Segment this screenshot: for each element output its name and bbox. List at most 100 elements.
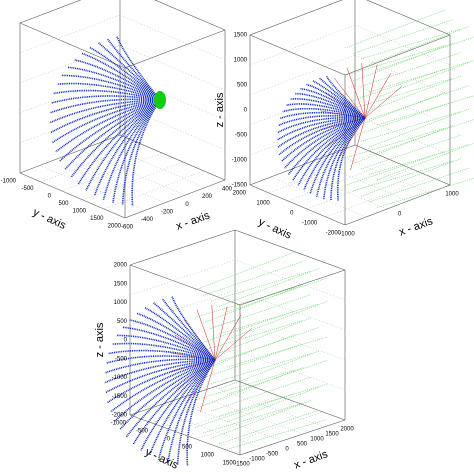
blue-curve (171, 295, 216, 361)
x-tick-label: 2000 (340, 427, 354, 433)
grid-line (99, 142, 206, 188)
green-line (360, 111, 462, 142)
y-tick-label: -500 (136, 429, 149, 435)
blue-curve (49, 99, 161, 124)
y-tick-label: -2000 (326, 231, 342, 237)
box-edge (154, 0, 226, 31)
z-tick-label: -2000 (112, 413, 128, 419)
z-tick-label: 1000 (234, 58, 248, 64)
blue-curve (49, 98, 161, 114)
z-tick-label: -500 (235, 133, 248, 139)
y-tick-label: -1000 (1, 179, 17, 185)
green-line (344, 127, 446, 159)
blue-curve (81, 52, 161, 101)
red-line (336, 117, 366, 162)
green-line (218, 327, 320, 362)
blue-curve (316, 117, 366, 197)
grid-line (312, 160, 409, 202)
blue-curve (112, 342, 216, 361)
grid-line (19, 14, 121, 54)
x-tick-label: 1000 (445, 192, 459, 198)
blue-curve (110, 359, 216, 413)
green-line (368, 144, 470, 175)
grid-line (249, 24, 356, 66)
green-line (218, 350, 320, 390)
grid-line (217, 411, 324, 448)
green-line (210, 376, 312, 412)
blue-curve (277, 114, 366, 127)
x-axis-label: x - axis (175, 209, 212, 232)
green-line (344, 151, 446, 186)
blue-curve (116, 35, 161, 101)
box-edge (129, 229, 236, 266)
grid-line (195, 403, 302, 440)
red-line (214, 314, 242, 361)
z-tick-label: 1000 (114, 300, 128, 306)
blue-curve (280, 117, 366, 163)
blue-curve (93, 99, 161, 196)
green-line (352, 125, 454, 164)
blue-curve (50, 99, 161, 134)
blue-curve (297, 117, 366, 186)
green-line (194, 287, 296, 318)
blue-curve (107, 359, 216, 404)
grid-line (268, 152, 375, 194)
y-axis-label: y - axis (143, 446, 180, 472)
y-tick-label: 500 (58, 201, 69, 207)
green-line (202, 402, 304, 434)
green-line (344, 45, 446, 76)
blue-curve (57, 82, 161, 101)
blue-curve (303, 117, 366, 191)
grid-line (129, 259, 236, 296)
grid-line (325, 176, 432, 218)
green-line (376, 36, 474, 71)
blue-curve (53, 89, 161, 101)
box-edge (124, 179, 226, 219)
blue-curve (105, 355, 216, 364)
green-line (226, 301, 328, 340)
y-tick-label: 0 (290, 211, 294, 217)
box-edge (129, 414, 241, 456)
grid-line (249, 84, 356, 126)
blue-curve (282, 107, 366, 119)
box-edge (119, 134, 226, 181)
green-line (226, 419, 328, 450)
blue-curve (295, 92, 366, 119)
green-line (376, 60, 474, 98)
green-line (202, 261, 304, 296)
grid-line (354, 24, 451, 66)
z-tick-label: 2000 (114, 263, 128, 269)
green-line (218, 268, 320, 307)
box-edge (19, 172, 126, 219)
box-edge (239, 269, 346, 306)
green-line (202, 320, 304, 351)
blue-curve (105, 359, 216, 394)
green-line (376, 178, 474, 208)
green-line (210, 270, 312, 302)
red-line (214, 306, 228, 361)
x-tick-label: 400 (222, 187, 233, 193)
blue-curve (125, 359, 216, 438)
z-tick-label: -1000 (232, 158, 248, 164)
z-tick-label: 500 (117, 319, 128, 325)
z-tick-label: 0 (124, 338, 128, 344)
green-line (202, 284, 304, 324)
red-line (361, 63, 366, 119)
grid-line (119, 74, 226, 121)
green-disc (154, 91, 166, 109)
box-edge (234, 379, 346, 421)
blue-curve (106, 38, 161, 101)
blue-curve (309, 117, 366, 194)
y-tick-label: 2000 (108, 224, 122, 230)
blue-curve (276, 116, 366, 134)
x-tick-label: -400 (141, 217, 154, 223)
x-tick-label: 1500 (325, 432, 339, 438)
box-edge (129, 264, 241, 306)
y-tick-label: 500 (182, 445, 193, 451)
blue-curve (300, 87, 366, 119)
blue-curve (61, 74, 161, 101)
y-axis-label: y - axis (31, 206, 68, 232)
x-tick-label: 0 (185, 202, 189, 208)
blue-curve (157, 359, 216, 460)
